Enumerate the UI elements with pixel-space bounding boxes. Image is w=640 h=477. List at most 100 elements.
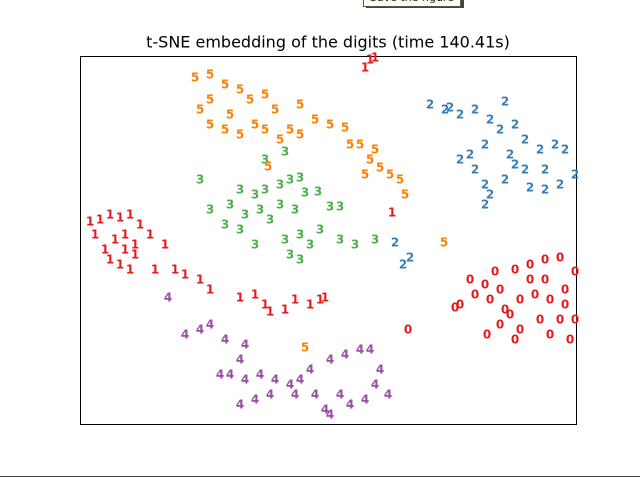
digit-point: 4 [366,343,374,357]
digit-point: 1 [146,228,154,242]
digit-point: 3 [281,145,289,159]
digit-point: 3 [286,248,294,262]
digit-point: 2 [511,118,519,132]
digit-point: 3 [226,198,234,212]
digit-point: 1 [388,206,396,220]
digit-point: 4 [361,393,369,407]
digit-point: 1 [196,273,204,287]
digit-point: 3 [251,238,259,252]
digit-point: 4 [221,333,229,347]
digit-point: 5 [341,121,349,135]
digit-point: 5 [371,143,379,157]
digit-point: 5 [326,118,334,132]
digit-point: 4 [216,368,224,382]
digit-point: 4 [321,403,329,417]
digit-point: 4 [341,348,349,362]
digit-point: 3 [306,238,314,252]
digit-point: 0 [451,301,459,315]
digit-point: 1 [111,233,119,247]
digit-point: 1 [131,238,139,252]
digit-point: 0 [466,273,474,287]
tooltip: Save the figure [363,0,464,8]
digit-point: 0 [486,293,494,307]
digit-point: 0 [556,313,564,327]
digit-point: 3 [351,238,359,252]
digit-point: 1 [366,53,374,67]
digit-point: 3 [314,185,322,199]
digit-point: 3 [241,208,249,222]
digit-point: 0 [516,323,524,337]
digit-point: 1 [181,268,189,282]
digit-point: 3 [276,178,284,192]
digit-point: 1 [206,283,214,297]
digit-point: 2 [501,95,509,109]
digit-point: 3 [336,233,344,247]
digit-point: 5 [356,138,364,152]
digit-point: 3 [316,223,324,237]
digit-point: 3 [221,218,229,232]
digit-point: 5 [251,118,259,132]
digit-point: 2 [556,178,564,192]
digit-point: 2 [541,163,549,177]
digit-point: 5 [206,68,214,82]
digit-point: 2 [481,178,489,192]
digit-point: 5 [206,93,214,107]
digit-point: 4 [181,328,189,342]
digit-point: 0 [501,303,509,317]
digit-point: 3 [291,203,299,217]
digit-point: 1 [161,238,169,252]
digit-point: 1 [106,208,114,222]
digit-point: 4 [376,363,384,377]
digit-point: 2 [536,143,544,157]
digit-point: 2 [501,173,509,187]
digit-point: 1 [236,291,244,305]
digit-point: 0 [526,258,534,272]
digit-point: 4 [271,373,279,387]
digit-point: 2 [441,103,449,117]
digit-point: 3 [296,228,304,242]
digit-point: 5 [261,88,269,102]
digit-point: 4 [196,323,204,337]
digit-point: 0 [516,293,524,307]
digit-point: 1 [121,228,129,242]
digit-point: 1 [106,253,114,267]
digit-point: 5 [221,123,229,137]
digit-point: 0 [526,273,534,287]
digit-point: 4 [326,353,334,367]
digit-point: 2 [471,103,479,117]
tooltip-box [363,0,461,7]
digit-point: 5 [296,128,304,142]
digit-point: 1 [281,303,289,317]
digit-point: 0 [571,265,579,279]
digit-point: 2 [481,198,489,212]
digit-point: 3 [296,171,304,185]
digit-point: 0 [541,273,549,287]
digit-point: 3 [296,253,304,267]
digit-point: 2 [481,138,489,152]
digit-point: 0 [481,278,489,292]
digit-point: 5 [264,160,272,174]
digit-point: 3 [261,153,269,167]
digit-point: 5 [236,83,244,97]
digit-point: 4 [236,353,244,367]
digit-point: 1 [321,291,329,305]
digit-point: 1 [361,61,369,75]
axes-frame [80,56,577,425]
digit-point: 3 [336,200,344,214]
digit-point: 1 [371,51,379,65]
digit-point: 0 [531,288,539,302]
digit-point: 3 [196,173,204,187]
digit-point: 1 [291,293,299,307]
digit-point: 5 [361,168,369,182]
digit-point: 5 [206,118,214,132]
digit-point: 4 [241,373,249,387]
digit-point: 2 [466,148,474,162]
digit-point: 3 [276,198,284,212]
digit-point: 1 [266,305,274,319]
digit-point: 5 [296,98,304,112]
digit-point: 4 [256,368,264,382]
digit-point: 5 [346,138,354,152]
digit-point: 5 [311,113,319,127]
digit-point: 1 [261,298,269,312]
